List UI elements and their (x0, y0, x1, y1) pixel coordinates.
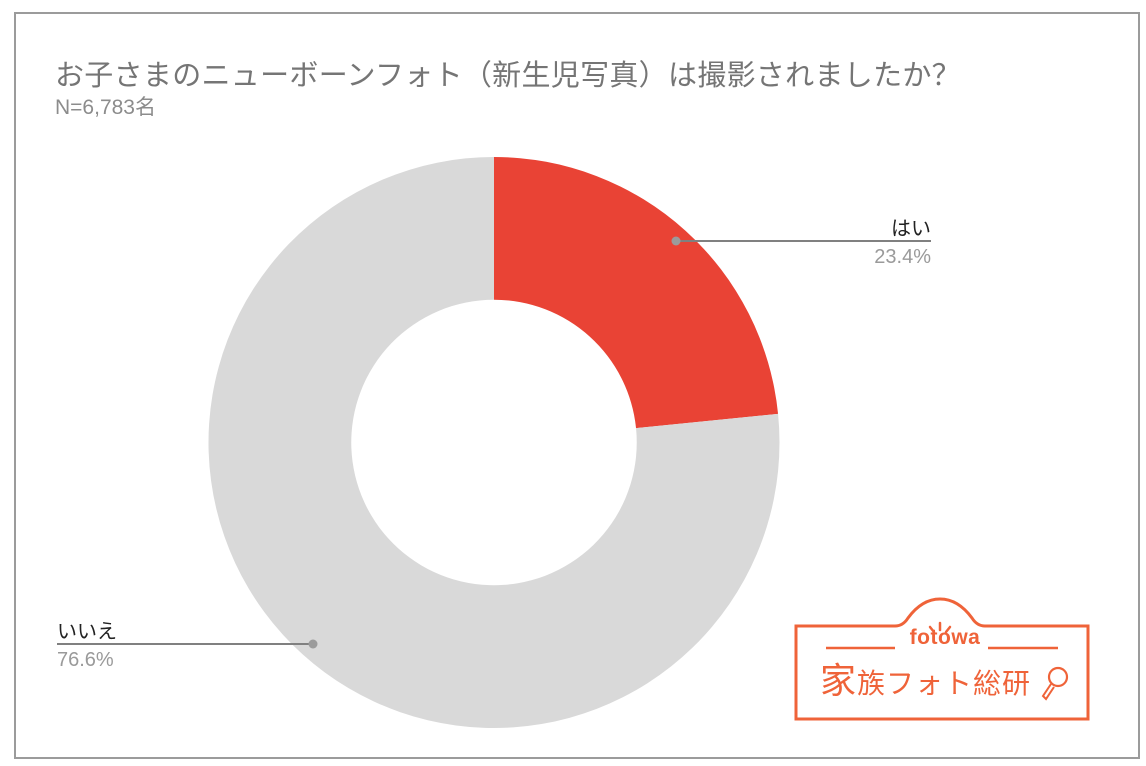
label-no-name: いいえ (57, 621, 117, 643)
logo-brand-text: fotowa (909, 626, 981, 649)
donut-slice-yes (494, 157, 779, 429)
label-no-value: 76.6% (57, 649, 114, 671)
logo-main-c: フォト総研 (886, 668, 1032, 699)
logo-main-text: 家族フォト総研 (820, 652, 1031, 704)
chart-title: お子さまのニューボーンフォト（新生児写真）は撮影されましたか？ (55, 60, 961, 92)
sample-size: N=6,783名 (55, 96, 156, 119)
leader-dot-yes (671, 236, 681, 246)
donut-slice-no (208, 157, 780, 728)
chart-frame (14, 12, 1140, 759)
logo-frame (794, 597, 1090, 721)
logo-main-b: 族 (857, 668, 887, 699)
fotowa-logo: fotowa 家族フォト総研 (790, 592, 1100, 727)
logo-main-a: 家 (820, 660, 858, 701)
sparkle-icon (928, 621, 952, 634)
label-yes-name: はい (891, 218, 931, 240)
magnifier-icon (1041, 666, 1069, 701)
leader-dot-no (308, 639, 318, 649)
label-yes-value: 23.4% (874, 246, 931, 268)
